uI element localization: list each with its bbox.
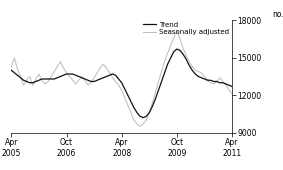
- Trend: [175, 48, 179, 50]
- Line: Seasonally adjusted: Seasonally adjusted: [11, 30, 232, 126]
- Seasonally adjusted: [230, 93, 234, 95]
- Trend: [120, 82, 123, 84]
- Seasonally adjusted: [138, 125, 142, 127]
- Seasonally adjusted: [215, 80, 218, 82]
- Trend: [230, 86, 234, 88]
- Seasonally adjusted: [10, 65, 13, 67]
- Seasonally adjusted: [206, 79, 209, 81]
- Trend: [10, 69, 13, 71]
- Seasonally adjusted: [83, 79, 87, 81]
- Seasonally adjusted: [120, 89, 123, 91]
- Trend: [83, 78, 87, 80]
- Trend: [215, 80, 218, 82]
- Trend: [142, 117, 145, 119]
- Line: Trend: Trend: [11, 49, 232, 118]
- Y-axis label: no.: no.: [272, 10, 283, 19]
- Trend: [206, 79, 209, 81]
- Seasonally adjusted: [175, 29, 179, 31]
- Trend: [200, 77, 203, 79]
- Legend: Trend, Seasonally adjusted: Trend, Seasonally adjusted: [143, 22, 229, 35]
- Seasonally adjusted: [59, 61, 62, 63]
- Trend: [59, 75, 62, 78]
- Seasonally adjusted: [200, 72, 203, 74]
